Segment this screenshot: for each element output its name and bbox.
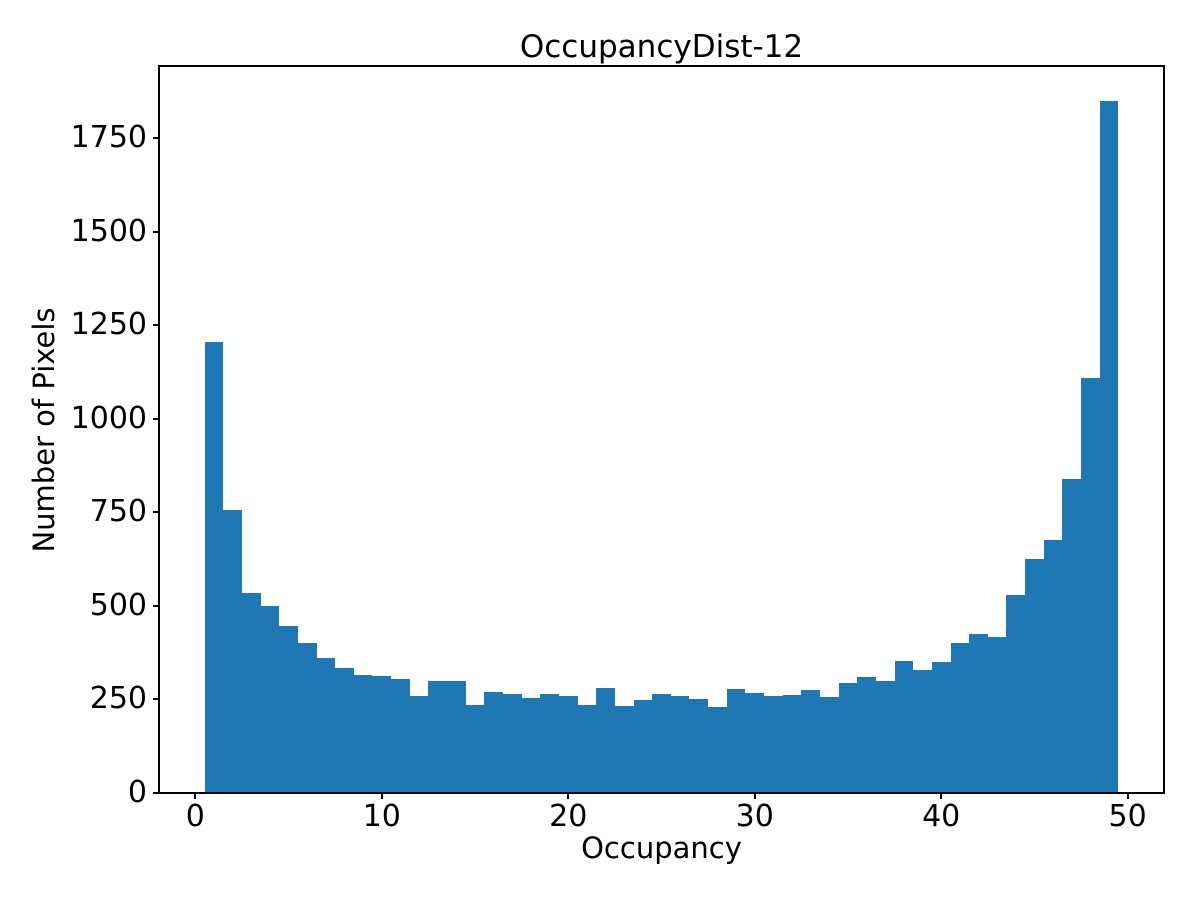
histogram-bar (503, 693, 522, 793)
histogram-bar (801, 690, 820, 793)
y-tick-label: 1250 (70, 307, 147, 343)
histogram-bar (1099, 100, 1119, 793)
x-tick-mark (1126, 794, 1129, 799)
histogram-bar (745, 692, 765, 793)
histogram-bar (931, 662, 951, 793)
histogram-bar (987, 636, 1007, 793)
x-tick-mark (194, 794, 197, 799)
histogram-bar (708, 706, 727, 793)
x-tick-label: 0 (185, 799, 205, 834)
y-tick-mark (153, 511, 158, 514)
histogram-bar (223, 510, 242, 793)
x-tick-label: 10 (362, 799, 401, 834)
histogram-bar (353, 675, 373, 793)
x-tick-mark (940, 794, 943, 799)
histogram-bar (857, 676, 876, 793)
x-tick-mark (567, 794, 570, 799)
chart-title: OccupancyDist-12 (519, 29, 804, 65)
histogram-bar (297, 643, 317, 793)
x-tick-label: 30 (735, 799, 774, 834)
histogram-bar (204, 342, 224, 793)
histogram-bar (633, 700, 653, 793)
histogram-bar (614, 706, 634, 793)
y-tick-mark (153, 230, 158, 233)
x-tick-mark (380, 794, 383, 799)
x-tick-label: 20 (549, 799, 588, 834)
y-tick-label: 750 (89, 494, 147, 530)
histogram-bar (950, 643, 970, 793)
histogram-bar (782, 694, 802, 793)
histogram-bar (726, 689, 746, 793)
x-axis-label: Occupancy (581, 831, 742, 865)
histogram-bar (689, 698, 709, 793)
x-tick-label: 40 (922, 799, 961, 834)
histogram-bar (335, 667, 354, 793)
y-axis-label: Number of Pixels (27, 307, 61, 553)
histogram-bar (465, 705, 485, 793)
histogram-bar (241, 592, 261, 793)
histogram-bar (875, 681, 895, 793)
plot-area (159, 66, 1164, 793)
histogram-bar (819, 697, 839, 793)
histogram-bar (1006, 594, 1026, 793)
histogram-bar (838, 682, 858, 793)
histogram-bar (484, 691, 503, 793)
histogram-bar (913, 670, 932, 793)
y-tick-label: 1500 (70, 213, 147, 249)
histogram-bar (577, 705, 597, 793)
histogram-bar (409, 695, 429, 793)
histogram-bar (558, 695, 578, 793)
histogram-bar (1043, 540, 1063, 793)
histogram-bar (260, 605, 280, 793)
x-tick-mark (753, 794, 756, 799)
y-tick-label: 1750 (70, 120, 147, 156)
histogram-bar (372, 676, 392, 793)
y-tick-label: 0 (127, 775, 147, 810)
histogram-bar (447, 680, 466, 793)
y-tick-label: 250 (89, 681, 147, 717)
histogram-bar (596, 688, 615, 793)
histogram-bar (540, 693, 559, 793)
histogram-bar (391, 678, 410, 793)
histogram-bar (1062, 478, 1082, 793)
y-tick-label: 500 (89, 587, 147, 623)
histogram-bar (652, 693, 671, 793)
y-tick-mark (153, 698, 158, 701)
y-tick-mark (153, 137, 158, 140)
histogram-bar (279, 626, 298, 793)
histogram-bar (521, 697, 541, 793)
y-tick-mark (153, 604, 158, 607)
y-tick-mark (153, 417, 158, 420)
y-tick-mark (153, 792, 158, 794)
y-tick-mark (153, 324, 158, 327)
histogram-bar (1081, 377, 1100, 793)
y-tick-label: 1000 (70, 400, 147, 436)
histogram-bar (1025, 559, 1044, 793)
histogram-bar (764, 695, 783, 793)
histogram-bar (428, 680, 448, 793)
histogram-bar (670, 696, 690, 793)
histogram-bar (894, 661, 914, 793)
histogram-bar (969, 633, 988, 793)
x-tick-label: 50 (1108, 799, 1147, 834)
histogram-bar (316, 658, 336, 793)
